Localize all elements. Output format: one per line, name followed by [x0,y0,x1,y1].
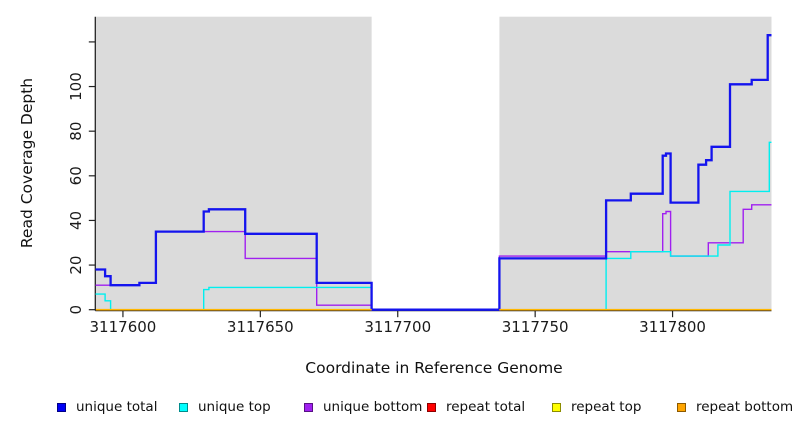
y-tick-label: 100 [67,72,85,101]
series-line-unique-top [95,141,772,311]
legend-swatch-unique-bottom [304,402,313,412]
legend: unique total unique top unique bottom repea… [0,398,792,420]
legend-swatch-repeat-top [552,402,561,412]
legend-item-unique-top: unique top [179,398,271,416]
legend-item-repeat-bottom: repeat bottom [677,398,792,416]
x-tick-label: 3117600 [90,318,157,336]
legend-item-repeat-total: repeat total [427,398,525,416]
legend-swatch-unique-total [57,402,66,412]
y-tick-label: 40 [67,211,85,230]
coverage-region [499,16,772,312]
legend-swatch-repeat-bottom [677,402,686,412]
x-tick-label: 3117800 [639,318,706,336]
legend-label: repeat total [446,399,526,415]
y-tick-label: 60 [67,166,85,185]
y-axis-title: Read Coverage Depth [18,77,36,249]
y-tick-label: 0 [67,305,85,315]
legend-label: repeat bottom [696,399,792,415]
x-axis-title: Coordinate in Reference Genome [305,359,563,377]
legend-item-repeat-top: repeat top [552,398,641,416]
legend-label: repeat top [571,399,642,415]
legend-label: unique total [76,399,158,415]
legend-label: unique top [198,399,271,415]
x-tick-label: 3117700 [364,318,431,336]
x-tick-label: 3117750 [502,318,569,336]
legend-swatch-repeat-total [427,402,436,412]
series-line-unique-total [95,34,772,311]
legend-swatch-unique-top [179,402,188,412]
legend-item-unique-bottom: unique bottom [304,398,422,416]
x-tick-label: 3117650 [227,318,294,336]
y-tick-label: 80 [67,122,85,141]
legend-item-unique-total: unique total [57,398,157,416]
legend-label: unique bottom [323,399,423,415]
y-tick-label: 20 [67,256,85,275]
coverage-region [96,16,372,312]
